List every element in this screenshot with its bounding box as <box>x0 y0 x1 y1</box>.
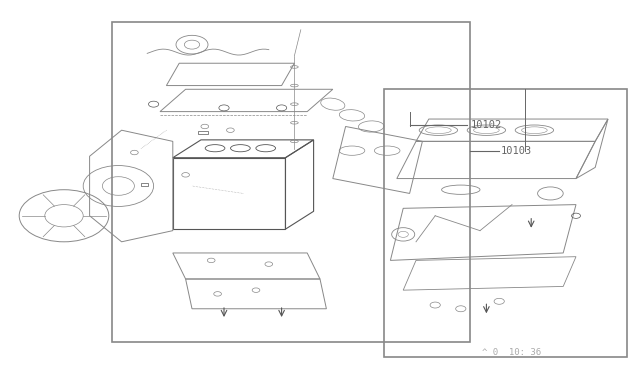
Bar <box>198 131 208 134</box>
Text: ^ 0  10: 36: ^ 0 10: 36 <box>483 348 541 357</box>
Bar <box>384 89 627 357</box>
Bar <box>141 183 148 186</box>
Text: 10103: 10103 <box>501 146 532 155</box>
Text: 10102: 10102 <box>470 120 502 129</box>
Bar <box>112 22 470 342</box>
